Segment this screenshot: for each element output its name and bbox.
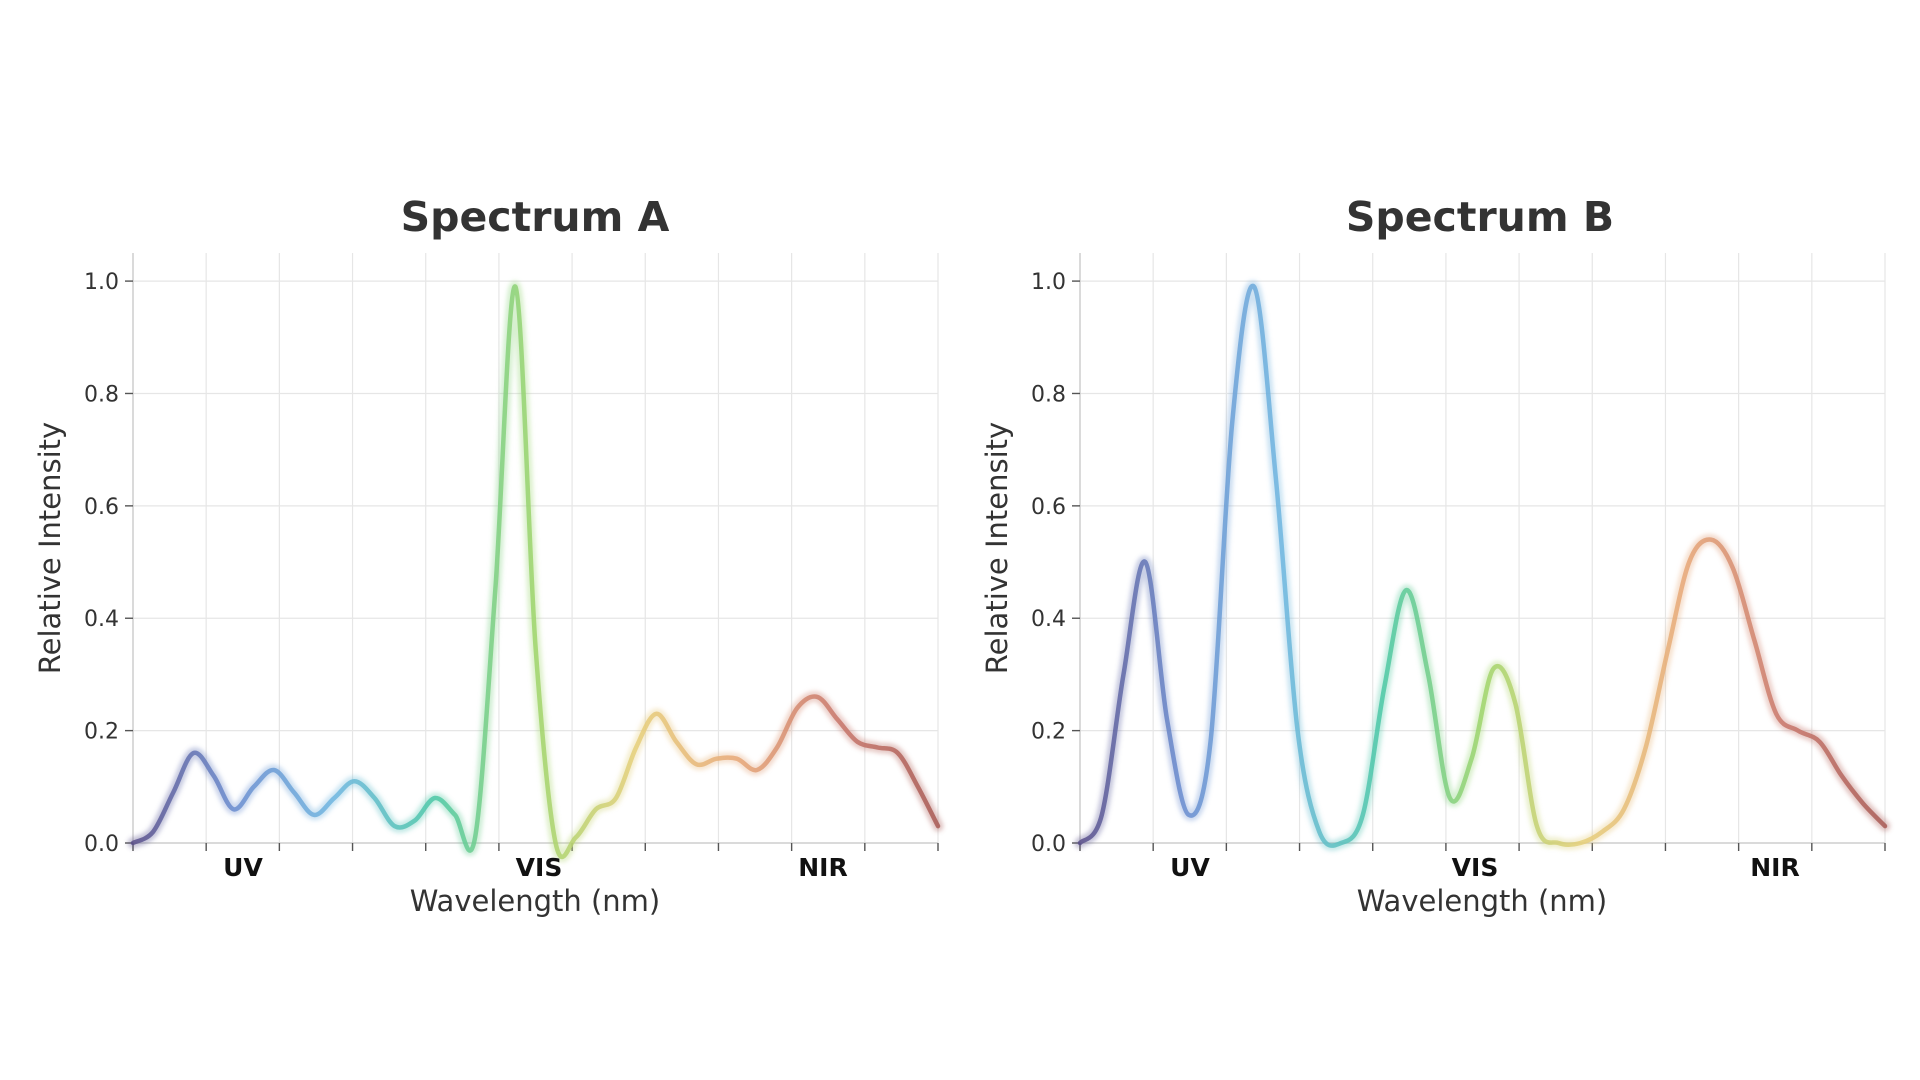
region-label-vis: VIS [1452, 853, 1499, 882]
chart-title: Spectrum B [1346, 193, 1614, 241]
y-tick-label: 1.0 [84, 270, 119, 295]
chart-title: Spectrum A [401, 193, 670, 241]
spectrum-line [130, 284, 941, 860]
x-axis-label: Wavelength (nm) [410, 884, 661, 918]
panel-spectrum-b: Spectrum B 0.0 0.2 0.4 0.6 0.8 1.0 Relative I… [980, 193, 1891, 918]
y-tick-label: 0.2 [84, 720, 119, 745]
y-tick-label: 0.6 [1031, 495, 1066, 520]
y-tick-label: 0.0 [84, 832, 119, 857]
y-axis-label: Relative Intensity [980, 422, 1014, 674]
region-label-nir: NIR [798, 853, 847, 882]
y-tick-label: 0.0 [1031, 832, 1066, 857]
axes-layer: 0.0 0.2 0.4 0.6 0.8 1.0 [1031, 253, 1886, 857]
grid-layer [1079, 253, 1886, 844]
region-label-uv: UV [223, 853, 263, 882]
y-tick-label: 0.4 [84, 607, 119, 632]
spectrum-line-glow [1074, 280, 1891, 852]
x-axis-label: Wavelength (nm) [1357, 884, 1608, 918]
y-tick-label: 0.8 [84, 382, 119, 407]
region-label-nir: NIR [1750, 853, 1799, 882]
axes-layer: 0.0 0.2 0.4 0.6 0.8 1.0 [84, 253, 939, 857]
y-tick-label: 0.4 [1031, 607, 1066, 632]
region-label-uv: UV [1170, 853, 1210, 882]
y-tick-label: 0.6 [84, 495, 119, 520]
y-tick-label: 0.2 [1031, 720, 1066, 745]
y-axis-label: Relative Intensity [33, 422, 67, 674]
spectrum-line-glow [127, 281, 944, 863]
y-tick-label: 0.8 [1031, 382, 1066, 407]
y-tick-label: 1.0 [1031, 270, 1066, 295]
plot-layer [127, 281, 944, 863]
spectrum-line [1077, 283, 1888, 848]
plot-layer [1074, 280, 1891, 852]
panel-spectrum-a: Spectrum A 0.0 0.2 0.4 0.6 0.8 1.0 Relative I… [33, 193, 944, 918]
region-label-vis: VIS [516, 853, 563, 882]
